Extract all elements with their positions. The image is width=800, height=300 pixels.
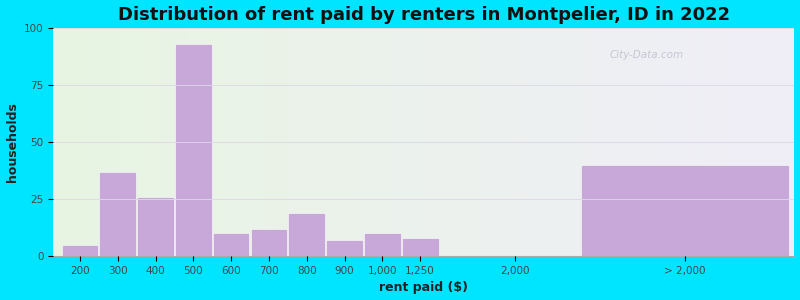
Bar [289,213,325,256]
Bar [99,172,136,256]
Bar [175,44,212,256]
Bar [326,240,363,256]
Bar [213,233,250,256]
Bar [364,233,401,256]
X-axis label: rent paid ($): rent paid ($) [379,281,469,294]
Bar [250,229,287,256]
Bar [62,245,98,256]
Bar [137,197,174,256]
Y-axis label: households: households [6,102,18,182]
Title: Distribution of rent paid by renters in Montpelier, ID in 2022: Distribution of rent paid by renters in … [118,6,730,24]
Bar [402,238,438,256]
Text: City-Data.com: City-Data.com [609,50,683,60]
Bar [581,165,789,256]
